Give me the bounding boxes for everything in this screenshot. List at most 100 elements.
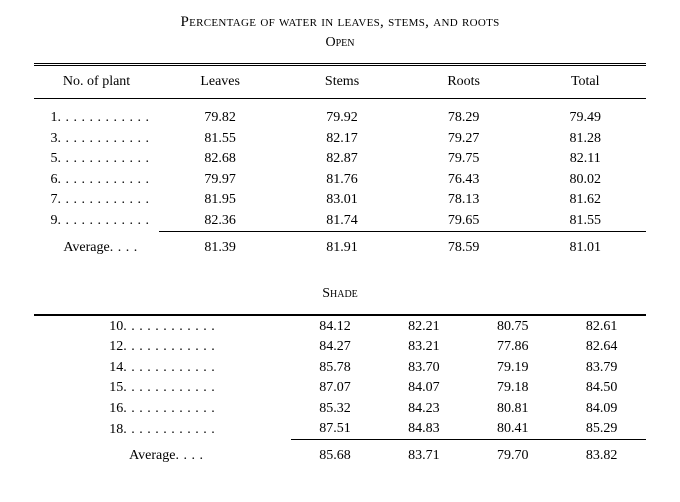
table-row: 14 85.78 83.70 79.19 83.79 bbox=[34, 357, 646, 378]
col-total: Total bbox=[524, 65, 646, 99]
open-table-body: 1 79.82 79.92 78.29 79.49 3 81.55 82.17 … bbox=[34, 99, 646, 259]
cell-plant: 3 bbox=[44, 130, 58, 148]
cell-plant: 1 bbox=[44, 109, 58, 127]
cell-total: 84.09 bbox=[557, 398, 646, 419]
cell-stems: 82.17 bbox=[281, 128, 403, 149]
shade-table-body: 10 84.12 82.21 80.75 82.61 12 84.27 83.2… bbox=[34, 315, 646, 467]
cell-roots: 80.75 bbox=[468, 316, 557, 337]
dot-leader bbox=[58, 131, 150, 146]
avg-stems: 81.91 bbox=[281, 231, 403, 258]
cell-total: 81.55 bbox=[524, 210, 646, 231]
cell-total: 82.61 bbox=[557, 316, 646, 337]
cell-total: 83.79 bbox=[557, 357, 646, 378]
section-label-open: Open bbox=[34, 35, 646, 51]
dot-leader bbox=[175, 448, 203, 463]
cell-roots: 80.81 bbox=[468, 398, 557, 419]
table-row: 1 79.82 79.92 78.29 79.49 bbox=[34, 99, 646, 129]
section-label-shade: Shade bbox=[34, 286, 646, 302]
dot-leader bbox=[58, 213, 150, 228]
average-label: Average bbox=[63, 239, 109, 257]
average-row: Average 85.68 83.71 79.70 83.82 bbox=[34, 440, 646, 467]
cell-plant: 16 bbox=[109, 400, 123, 418]
col-roots: Roots bbox=[403, 65, 525, 99]
table-row: 16 85.32 84.23 80.81 84.09 bbox=[34, 398, 646, 419]
cell-stems: 82.87 bbox=[281, 149, 403, 170]
cell-stems: 84.83 bbox=[379, 419, 468, 440]
dot-leader bbox=[123, 401, 215, 416]
cell-stems: 83.21 bbox=[379, 337, 468, 358]
cell-roots: 80.41 bbox=[468, 419, 557, 440]
cell-stems: 82.21 bbox=[379, 316, 468, 337]
open-table: No. of plant Leaves Stems Roots Total 1 … bbox=[34, 63, 646, 258]
cell-stems: 79.92 bbox=[281, 99, 403, 129]
table-row: 10 84.12 82.21 80.75 82.61 bbox=[34, 316, 646, 337]
dot-leader bbox=[123, 380, 215, 395]
cell-total: 79.49 bbox=[524, 99, 646, 129]
cell-plant: 15 bbox=[109, 379, 123, 397]
avg-roots: 78.59 bbox=[403, 231, 525, 258]
cell-leaves: 85.78 bbox=[291, 357, 380, 378]
cell-stems: 81.76 bbox=[281, 169, 403, 190]
cell-leaves: 84.27 bbox=[291, 337, 380, 358]
cell-leaves: 84.12 bbox=[291, 316, 380, 337]
cell-roots: 76.43 bbox=[403, 169, 525, 190]
shade-table: 10 84.12 82.21 80.75 82.61 12 84.27 83.2… bbox=[34, 314, 646, 467]
dot-leader bbox=[110, 240, 138, 255]
cell-roots: 79.65 bbox=[403, 210, 525, 231]
avg-total: 83.82 bbox=[557, 440, 646, 467]
cell-plant: 5 bbox=[44, 150, 58, 168]
dot-leader bbox=[58, 110, 150, 125]
table-row: 7 81.95 83.01 78.13 81.62 bbox=[34, 190, 646, 211]
cell-leaves: 82.68 bbox=[159, 149, 281, 170]
page-title: Percentage of water in leaves, stems, an… bbox=[34, 14, 646, 31]
dot-leader bbox=[58, 151, 150, 166]
cell-stems: 83.01 bbox=[281, 190, 403, 211]
cell-roots: 78.13 bbox=[403, 190, 525, 211]
cell-plant: 7 bbox=[44, 191, 58, 209]
cell-plant: 9 bbox=[44, 212, 58, 230]
cell-total: 80.02 bbox=[524, 169, 646, 190]
col-stems: Stems bbox=[281, 65, 403, 99]
table-row: 12 84.27 83.21 77.86 82.64 bbox=[34, 337, 646, 358]
cell-leaves: 82.36 bbox=[159, 210, 281, 231]
cell-leaves: 81.55 bbox=[159, 128, 281, 149]
cell-roots: 79.75 bbox=[403, 149, 525, 170]
table-row: 15 87.07 84.07 79.18 84.50 bbox=[34, 378, 646, 399]
avg-total: 81.01 bbox=[524, 231, 646, 258]
table-row: 5 82.68 82.87 79.75 82.11 bbox=[34, 149, 646, 170]
cell-total: 82.64 bbox=[557, 337, 646, 358]
cell-roots: 78.29 bbox=[403, 99, 525, 129]
cell-plant: 12 bbox=[109, 338, 123, 356]
dot-leader bbox=[123, 339, 215, 354]
cell-total: 81.28 bbox=[524, 128, 646, 149]
dot-leader bbox=[123, 422, 215, 437]
cell-total: 81.62 bbox=[524, 190, 646, 211]
cell-plant: 14 bbox=[109, 359, 123, 377]
cell-stems: 81.74 bbox=[281, 210, 403, 231]
table-row: 6 79.97 81.76 76.43 80.02 bbox=[34, 169, 646, 190]
cell-stems: 84.23 bbox=[379, 398, 468, 419]
table-row: 18 87.51 84.83 80.41 85.29 bbox=[34, 419, 646, 440]
cell-leaves: 87.51 bbox=[291, 419, 380, 440]
cell-stems: 83.70 bbox=[379, 357, 468, 378]
average-row: Average 81.39 81.91 78.59 81.01 bbox=[34, 231, 646, 258]
dot-leader bbox=[58, 192, 150, 207]
dot-leader bbox=[123, 360, 215, 375]
dot-leader bbox=[58, 172, 150, 187]
avg-roots: 79.70 bbox=[468, 440, 557, 467]
table-row: 3 81.55 82.17 79.27 81.28 bbox=[34, 128, 646, 149]
cell-plant: 10 bbox=[109, 318, 123, 336]
cell-roots: 79.27 bbox=[403, 128, 525, 149]
avg-leaves: 85.68 bbox=[291, 440, 380, 467]
col-plant: No. of plant bbox=[34, 65, 159, 99]
cell-plant: 18 bbox=[109, 421, 123, 439]
table-row: 9 82.36 81.74 79.65 81.55 bbox=[34, 210, 646, 231]
cell-roots: 77.86 bbox=[468, 337, 557, 358]
cell-total: 82.11 bbox=[524, 149, 646, 170]
avg-leaves: 81.39 bbox=[159, 231, 281, 258]
cell-leaves: 79.97 bbox=[159, 169, 281, 190]
cell-total: 85.29 bbox=[557, 419, 646, 440]
col-leaves: Leaves bbox=[159, 65, 281, 99]
cell-stems: 84.07 bbox=[379, 378, 468, 399]
avg-stems: 83.71 bbox=[379, 440, 468, 467]
